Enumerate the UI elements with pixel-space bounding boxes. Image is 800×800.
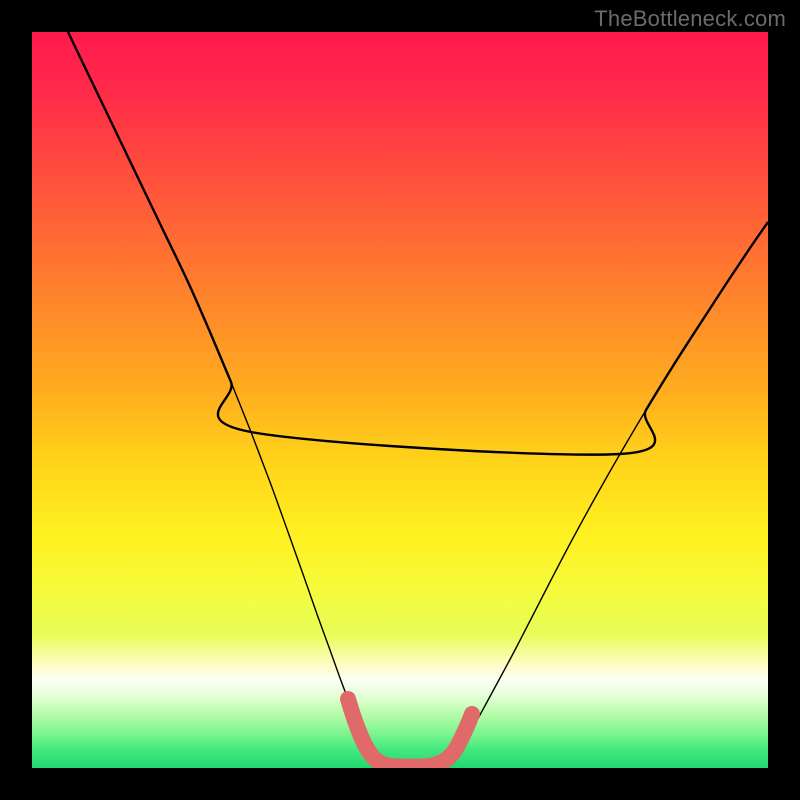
plot-area [32,32,768,768]
salmon-valley-overlay [348,699,472,767]
curve-layer [32,32,768,768]
watermark-text: TheBottleneck.com [594,6,786,32]
main-curve-thin [68,32,768,768]
main-curve-thick-upper [68,32,768,455]
